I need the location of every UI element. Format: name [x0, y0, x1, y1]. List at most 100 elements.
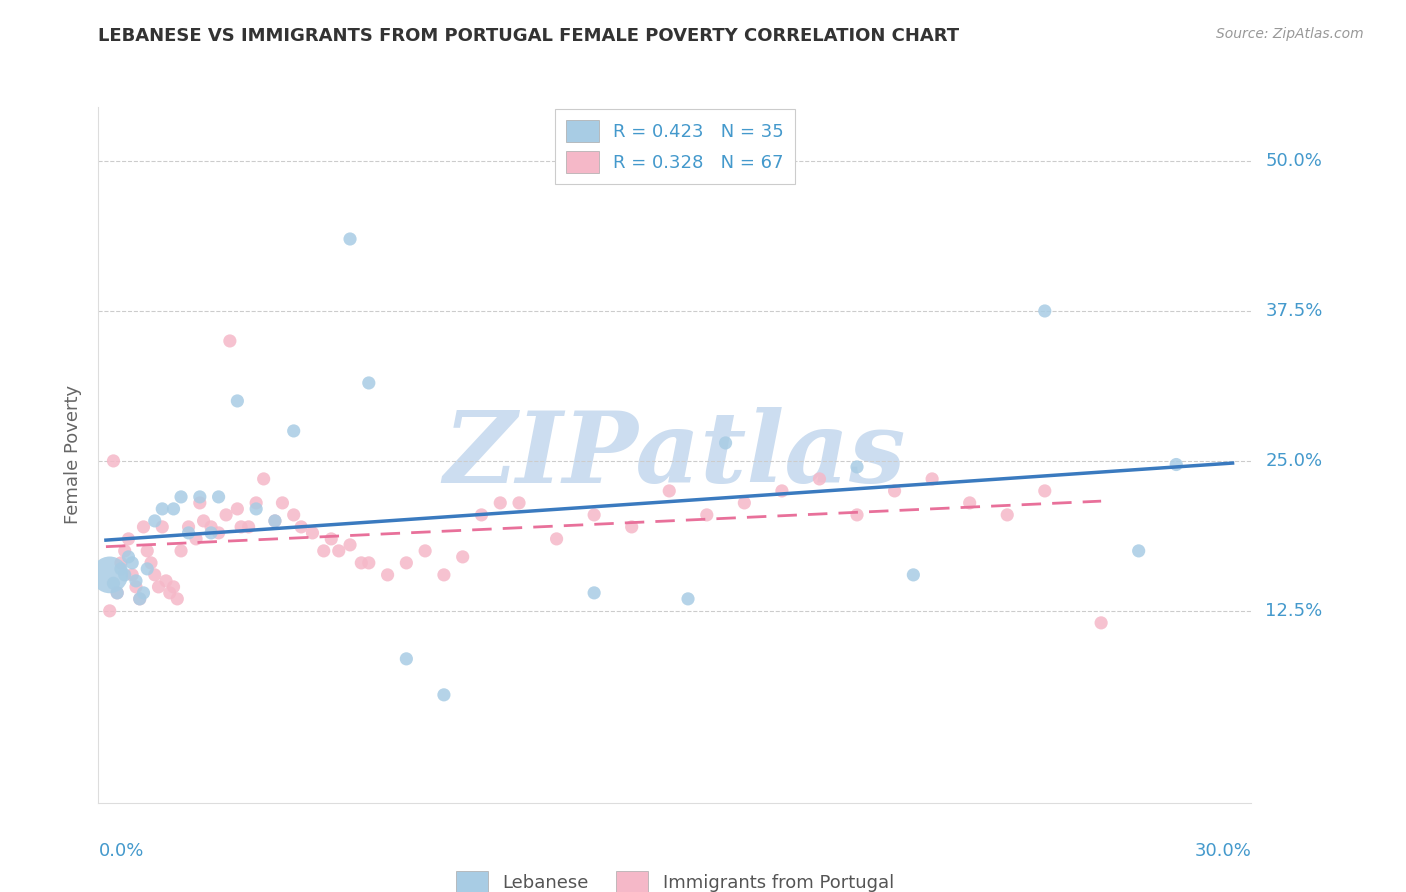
Point: [883, 483, 905, 498]
Point: [200, 520, 222, 534]
Point: [136, 544, 159, 558]
Text: LEBANESE VS IMMIGRANTS FROM PORTUGAL FEMALE POVERTY CORRELATION CHART: LEBANESE VS IMMIGRANTS FROM PORTUGAL FEM…: [98, 27, 959, 45]
Point: [489, 496, 512, 510]
Point: [321, 532, 343, 546]
Point: [215, 508, 238, 522]
Point: [110, 562, 132, 576]
Point: [733, 496, 755, 510]
Point: [264, 514, 287, 528]
Point: [620, 520, 643, 534]
Point: [583, 508, 606, 522]
Text: 37.5%: 37.5%: [1265, 302, 1323, 320]
Point: [226, 393, 249, 408]
Point: [245, 496, 267, 510]
Point: [226, 502, 249, 516]
Point: [546, 532, 568, 546]
Point: [125, 574, 148, 588]
Point: [170, 544, 193, 558]
Legend: Lebanese, Immigrants from Portugal: Lebanese, Immigrants from Portugal: [444, 861, 905, 892]
Point: [218, 334, 240, 348]
Point: [117, 549, 139, 564]
Point: [395, 556, 418, 570]
Point: [451, 549, 474, 564]
Text: 30.0%: 30.0%: [1195, 842, 1251, 860]
Point: [264, 514, 287, 528]
Point: [1166, 458, 1188, 472]
Point: [413, 544, 436, 558]
Text: 25.0%: 25.0%: [1265, 452, 1323, 470]
Point: [995, 508, 1018, 522]
Y-axis label: Female Poverty: Female Poverty: [65, 385, 83, 524]
Point: [98, 604, 121, 618]
Point: [184, 532, 207, 546]
Point: [283, 508, 305, 522]
Point: [105, 586, 128, 600]
Text: Source: ZipAtlas.com: Source: ZipAtlas.com: [1216, 27, 1364, 41]
Point: [395, 652, 418, 666]
Point: [162, 502, 184, 516]
Point: [229, 520, 252, 534]
Point: [98, 567, 121, 582]
Point: [143, 514, 166, 528]
Point: [162, 580, 184, 594]
Point: [658, 483, 681, 498]
Point: [339, 232, 361, 246]
Point: [110, 556, 132, 570]
Point: [193, 514, 215, 528]
Point: [714, 436, 737, 450]
Point: [143, 567, 166, 582]
Point: [238, 520, 260, 534]
Point: [188, 496, 211, 510]
Point: [846, 508, 869, 522]
Point: [132, 520, 155, 534]
Text: 0.0%: 0.0%: [98, 842, 143, 860]
Text: 12.5%: 12.5%: [1265, 602, 1323, 620]
Point: [125, 580, 148, 594]
Point: [271, 496, 294, 510]
Point: [1033, 304, 1056, 318]
Point: [177, 525, 200, 540]
Point: [207, 490, 229, 504]
Point: [676, 591, 699, 606]
Point: [1128, 544, 1150, 558]
Point: [350, 556, 373, 570]
Point: [283, 424, 305, 438]
Point: [105, 586, 128, 600]
Point: [339, 538, 361, 552]
Point: [166, 591, 188, 606]
Point: [103, 576, 125, 591]
Point: [121, 556, 143, 570]
Point: [103, 454, 125, 468]
Point: [903, 567, 925, 582]
Point: [114, 544, 136, 558]
Point: [696, 508, 718, 522]
Point: [159, 586, 181, 600]
Point: [114, 567, 136, 582]
Point: [470, 508, 492, 522]
Point: [301, 525, 323, 540]
Point: [155, 574, 177, 588]
Point: [357, 556, 380, 570]
Point: [207, 525, 229, 540]
Point: [150, 520, 173, 534]
Point: [200, 525, 222, 540]
Point: [132, 586, 155, 600]
Point: [136, 562, 159, 576]
Point: [170, 490, 193, 504]
Point: [188, 490, 211, 504]
Point: [245, 502, 267, 516]
Text: ZIPatlas: ZIPatlas: [444, 407, 905, 503]
Point: [128, 591, 150, 606]
Point: [128, 591, 150, 606]
Point: [328, 544, 350, 558]
Point: [959, 496, 981, 510]
Point: [433, 688, 456, 702]
Point: [583, 586, 606, 600]
Text: 50.0%: 50.0%: [1265, 152, 1322, 170]
Point: [377, 567, 399, 582]
Point: [121, 567, 143, 582]
Point: [312, 544, 335, 558]
Point: [139, 556, 162, 570]
Point: [770, 483, 793, 498]
Point: [148, 580, 170, 594]
